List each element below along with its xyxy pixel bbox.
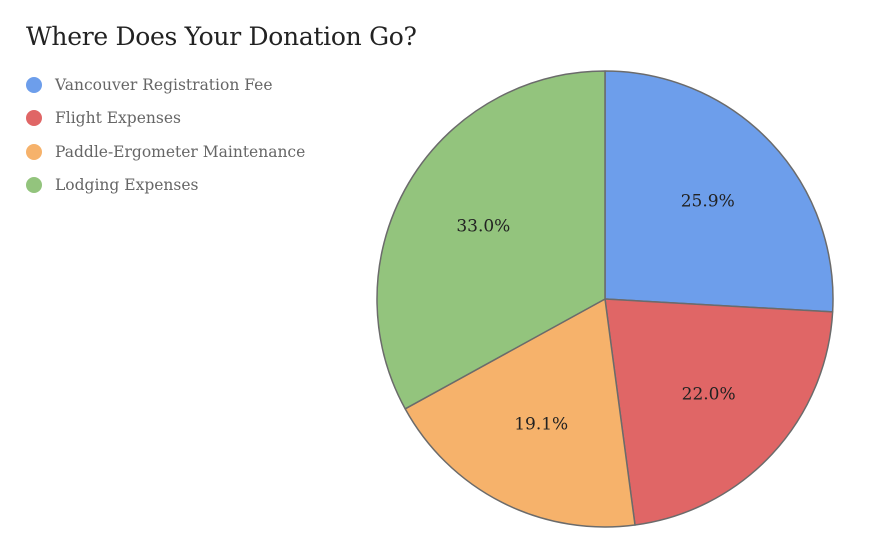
pie-slice-ergometer[interactable] <box>404 298 636 528</box>
legend-label-flight: Flight Expenses <box>55 109 181 128</box>
slice-label-ergometer: 19.1% <box>514 415 568 435</box>
legend-label-registration: Vancouver Registration Fee <box>55 75 273 94</box>
legend-label-lodging: Lodging Expenses <box>55 176 199 195</box>
legend-item-lodging[interactable]: Lodging Expenses <box>26 169 305 203</box>
pie-slice-flight[interactable] <box>604 298 834 526</box>
slice-label-flight: 22.0% <box>682 385 736 405</box>
legend-item-registration[interactable]: Vancouver Registration Fee <box>26 68 305 102</box>
legend-swatch-lodging <box>26 177 42 194</box>
legend-item-flight[interactable]: Flight Expenses <box>26 102 305 136</box>
legend-swatch-registration <box>26 76 42 93</box>
pie-slice-registration[interactable] <box>604 70 834 313</box>
slice-label-lodging: 33.0% <box>456 217 510 237</box>
pie-slice-lodging[interactable] <box>376 70 606 410</box>
legend-swatch-ergometer <box>26 143 42 160</box>
chart-title: Where Does Your Donation Go? <box>26 22 417 51</box>
legend-swatch-flight <box>26 110 42 127</box>
slice-label-registration: 25.9% <box>681 191 735 211</box>
legend: Vancouver Registration Fee Flight Expens… <box>26 68 305 202</box>
legend-label-ergometer: Paddle-Ergometer Maintenance <box>55 142 306 161</box>
legend-item-ergometer[interactable]: Paddle-Ergometer Maintenance <box>26 135 305 169</box>
